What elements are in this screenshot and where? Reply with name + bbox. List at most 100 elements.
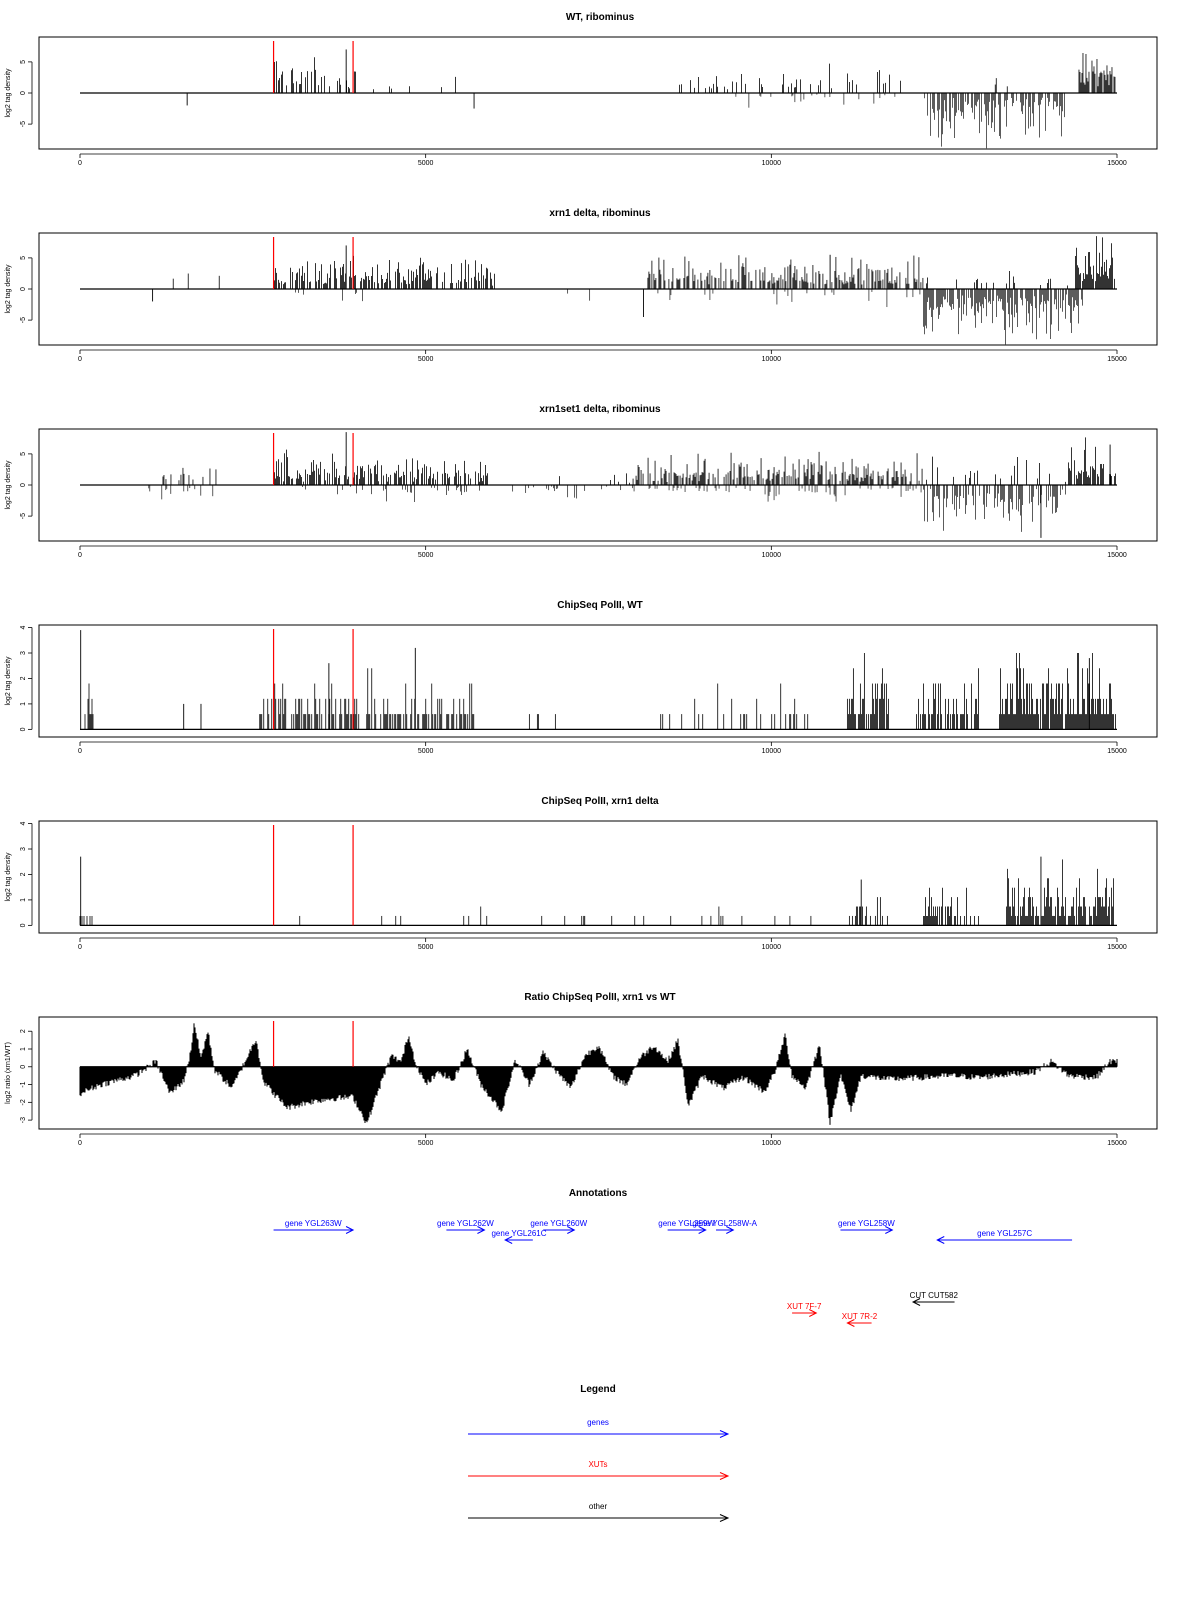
- x-tick-label: 5000: [418, 160, 434, 167]
- annotation-feature: gene YGL257C: [936, 1229, 1073, 1244]
- x-tick-label: 5000: [418, 944, 434, 951]
- x-tick-label: 5000: [418, 356, 434, 363]
- x-tick-label: 10000: [762, 1140, 782, 1147]
- y-tick-label: 2: [20, 872, 27, 876]
- panel-title: WT, ribominus: [566, 12, 635, 23]
- track-panel: ChipSeq PolII, xrn1 delta 0 1 2 3 4 log2 tag d…: [5, 796, 1158, 951]
- arrowhead: [936, 1236, 945, 1244]
- y-tick-label: 0: [20, 91, 27, 95]
- arrowhead: [846, 1319, 855, 1327]
- y-tick-label: 0: [20, 483, 27, 487]
- data-marks: [186, 49, 1116, 149]
- y-tick-label: -5: [20, 317, 27, 323]
- legend-panel: Legend genes XUTs other: [468, 1384, 730, 1522]
- annotations-title: Annotations: [569, 1188, 628, 1199]
- panel-title: xrn1 delta, ribominus: [549, 208, 651, 219]
- annotation-feature: gene YGL263W: [273, 1219, 355, 1234]
- annotation-feature: gene YGL259W: [658, 1219, 715, 1234]
- feature-label: gene YGL258W-A: [692, 1219, 757, 1228]
- y-tick-label: -5: [20, 121, 27, 127]
- y-tick-label: 0: [20, 287, 27, 291]
- legend-title: Legend: [580, 1384, 616, 1395]
- x-tick-label: 10000: [762, 356, 782, 363]
- y-tick-label: 0: [20, 923, 27, 927]
- legend-item-label: genes: [587, 1418, 609, 1427]
- annotation-feature: XUT 7F-7: [787, 1302, 822, 1317]
- y-axis-label: log2 tag density: [5, 852, 12, 902]
- x-tick-label: 0: [78, 552, 82, 559]
- x-tick-label: 15000: [1107, 552, 1127, 559]
- feature-label: gene YGL259W: [658, 1219, 715, 1228]
- arrowhead: [345, 1226, 355, 1234]
- x-tick-label: 5000: [418, 552, 434, 559]
- legend-item: other: [468, 1502, 730, 1522]
- annotation-feature: gene YGL260W: [530, 1219, 588, 1234]
- y-tick-label: 0: [20, 1065, 27, 1069]
- y-axis-label: log2 tag density: [5, 68, 12, 118]
- data-marks: [152, 236, 1115, 345]
- legend-item-label: other: [589, 1502, 608, 1511]
- legend-item: genes: [468, 1418, 730, 1438]
- x-tick-label: 15000: [1107, 160, 1127, 167]
- y-tick-label: -1: [20, 1081, 27, 1087]
- y-tick-label: 2: [20, 676, 27, 680]
- arrowhead: [477, 1226, 486, 1234]
- y-tick-label: 2: [20, 1029, 27, 1033]
- plot-frame: [38, 1016, 1158, 1130]
- feature-label: CUT CUT582: [910, 1291, 959, 1300]
- plot-frame: [38, 36, 1158, 150]
- x-tick-label: 0: [78, 944, 82, 951]
- data-marks: [79, 1023, 1118, 1125]
- arrowhead: [504, 1236, 513, 1244]
- arrowhead: [719, 1430, 730, 1438]
- x-tick-label: 0: [78, 160, 82, 167]
- x-tick-label: 15000: [1107, 1140, 1127, 1147]
- legend-item: XUTs: [468, 1460, 730, 1480]
- arrowhead: [726, 1226, 735, 1234]
- x-tick-label: 0: [78, 1140, 82, 1147]
- x-tick-label: 10000: [762, 748, 782, 755]
- x-tick-label: 10000: [762, 552, 782, 559]
- plot-frame: [38, 232, 1158, 346]
- x-tick-label: 0: [78, 748, 82, 755]
- annotation-feature: gene YGL258W: [838, 1219, 895, 1234]
- x-tick-label: 10000: [762, 160, 782, 167]
- panel-title: Ratio ChipSeq PolII, xrn1 vs WT: [524, 992, 675, 1003]
- y-axis-label: log2 tag density: [5, 264, 12, 314]
- arrowhead: [719, 1472, 730, 1480]
- feature-label: XUT 7F-7: [787, 1302, 822, 1311]
- x-tick-label: 5000: [418, 1140, 434, 1147]
- panel-title: ChipSeq PolII, xrn1 delta: [541, 796, 659, 807]
- x-tick-label: 0: [78, 356, 82, 363]
- x-tick-label: 15000: [1107, 356, 1127, 363]
- panel-title: xrn1set1 delta, ribominus: [539, 404, 661, 415]
- track-panel: xrn1 delta, ribominus -5 0 5 log2 tag densit…: [5, 208, 1158, 363]
- y-tick-label: 5: [20, 452, 27, 456]
- arrowhead: [911, 1298, 921, 1306]
- feature-label: gene YGL262W: [437, 1219, 494, 1228]
- data-marks: [80, 630, 1116, 730]
- annotation-feature: CUT CUT582: [910, 1291, 959, 1306]
- y-axis-label: log2 tag density: [5, 656, 12, 706]
- y-tick-label: 4: [20, 625, 27, 629]
- y-tick-label: 1: [20, 898, 27, 902]
- y-tick-label: -3: [20, 1117, 27, 1123]
- x-tick-label: 15000: [1107, 748, 1127, 755]
- annotation-feature: gene YGL258W-A: [692, 1219, 758, 1234]
- x-tick-label: 10000: [762, 944, 782, 951]
- annotation-feature: XUT 7R-2: [842, 1312, 878, 1327]
- y-tick-label: 5: [20, 60, 27, 64]
- y-axis-label: log2 ratio (xrn1/WT): [5, 1042, 12, 1104]
- x-tick-label: 5000: [418, 748, 434, 755]
- arrowhead: [698, 1226, 707, 1234]
- panel-title: ChipSeq PolII, WT: [557, 600, 643, 611]
- feature-label: gene YGL258W: [838, 1219, 895, 1228]
- plot-frame: [38, 820, 1158, 934]
- feature-label: gene YGL257C: [977, 1229, 1032, 1238]
- y-tick-label: 3: [20, 847, 27, 851]
- y-tick-label: 1: [20, 702, 27, 706]
- feature-label: gene YGL261C: [491, 1229, 546, 1238]
- y-tick-label: 5: [20, 256, 27, 260]
